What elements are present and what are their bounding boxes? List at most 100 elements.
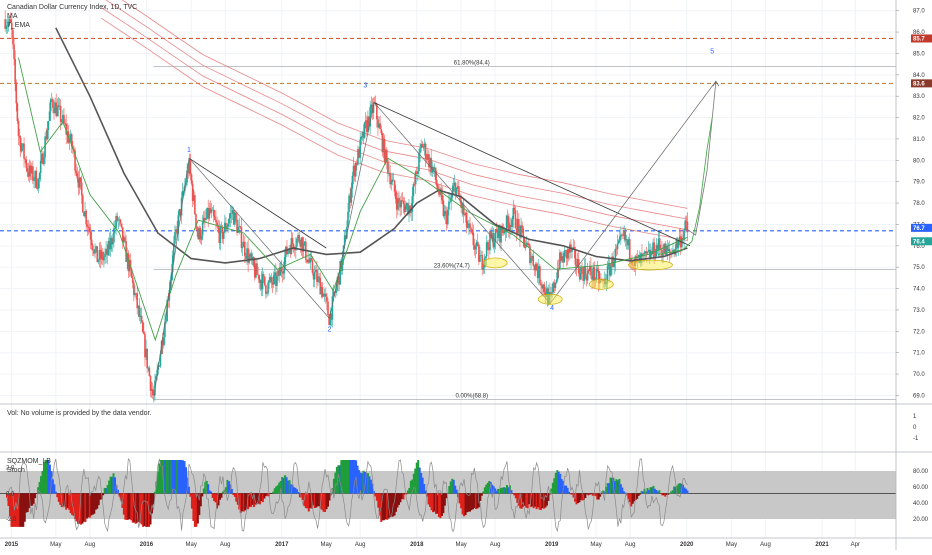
candle-body-208 [235,212,237,220]
candle-body-584 [652,242,654,255]
momentum-bar-209 [315,493,318,508]
candle-body-555 [620,234,622,237]
candle-body-508 [567,249,570,253]
momentum-bar-293 [439,493,442,519]
y-tick-label-8: 79.0 [913,180,925,186]
momentum-bar-251 [377,493,380,508]
candle-body-219 [247,248,249,263]
momentum-bar-28 [47,460,50,494]
momentum-bar-278 [417,460,420,494]
candle-body-373 [418,152,420,172]
momentum-bar-393 [587,493,590,496]
candle-body-71 [83,212,85,217]
candle-body-129 [147,367,150,369]
candle-body-452 [505,215,508,233]
candle-body-534 [596,268,599,271]
candle-body-432 [483,258,486,268]
candle-body-424 [474,246,477,250]
candle-body-459 [513,207,516,211]
momentum-bar-59 [93,493,96,514]
wave-labels: 1 2 3 4 5 [187,48,714,333]
candle-body-439 [491,233,493,239]
candle-body-417 [466,227,469,229]
candle-body-246 [277,270,279,277]
candle-body-266 [299,241,302,247]
momentum-bar-74 [115,485,118,494]
y-tick-label-18: 69.0 [913,393,925,399]
candle-body-519 [580,267,582,280]
candle-body-81 [94,248,96,254]
candle-body-108 [124,237,126,242]
candle-body-330 [370,104,373,108]
momentum-bar-233 [350,460,353,494]
momentum-bar-450 [671,490,674,494]
candle-body-559 [624,230,627,241]
candle-body-397 [444,211,447,215]
wave-label-2: 3 [363,83,367,90]
candle-body-291 [327,301,329,315]
volume-tick-label-1: 0 [913,425,917,431]
momentum-bar-250 [375,493,378,501]
momentum-bar-153 [232,493,235,495]
momentum-bar-188 [284,475,287,494]
candle-body-277 [311,260,314,273]
momentum-bar-255 [383,493,386,521]
momentum-bar-228 [343,460,346,494]
candle-body-477 [533,265,536,271]
momentum-bar-174 [263,493,266,499]
momentum-bar-388 [579,493,582,500]
candle-body-544 [607,264,610,266]
x-tick-label-1: May [50,542,61,548]
stoch-tick-label-2: 40.00 [913,501,929,507]
x-tick-label-14: Aug [625,542,636,548]
momentum-bar-288 [432,493,435,513]
candle-body-272 [306,259,308,263]
candle-body-166 [188,159,191,174]
wave-label-1: 2 [328,326,332,333]
candle-body-606 [676,239,679,248]
candle-body-372 [417,171,419,174]
momentum-bar-11 [22,493,25,527]
candle-body-565 [631,260,633,266]
momentum-bar-16 [29,493,32,506]
candle-body-238 [268,280,271,283]
x-tick-label-13: May [590,542,601,548]
wave-label-3: 4 [550,305,554,312]
momentum-bar-68 [106,484,109,494]
candle-body-495 [553,282,556,289]
y-tick-label-1: 86.0 [913,30,925,36]
candle-body-19 [25,159,28,169]
candle-body-423 [473,245,476,250]
momentum-bar-181 [273,488,276,494]
momentum-bar-417 [622,491,625,494]
candle-body-29 [36,187,39,189]
candle-body-8 [13,44,15,60]
candle-body-435 [486,242,489,247]
momentum-bar-117 [179,460,182,494]
candle-body-38 [46,129,49,140]
candle-body-182 [206,207,208,219]
momentum-bar-348 [520,493,523,509]
momentum-bar-352 [526,493,529,509]
momentum-bar-141 [214,493,217,503]
momentum-bar-237 [356,465,359,494]
candle-body-7 [12,29,14,45]
momentum-bar-81 [125,493,128,520]
candle-body-48 [57,105,60,108]
candle-body-306 [343,235,346,246]
momentum-bar-335 [501,487,504,494]
candle-body-361 [404,205,407,212]
momentum-bar-390 [582,493,585,500]
candle-body-36 [44,136,46,158]
candle-body-600 [669,252,672,254]
candle-body-374 [419,147,421,153]
candle-body-310 [348,195,350,212]
candle-body-41 [49,99,52,112]
price-badges: 85.7 83.6 76.7 76.4 [911,34,932,245]
candle-body-558 [623,230,626,236]
momentum-bar-196 [295,489,298,494]
momentum-bar-274 [411,479,414,494]
candle-body-55 [65,123,67,135]
candle-body-68 [79,177,82,183]
momentum-bar-449 [670,491,673,494]
